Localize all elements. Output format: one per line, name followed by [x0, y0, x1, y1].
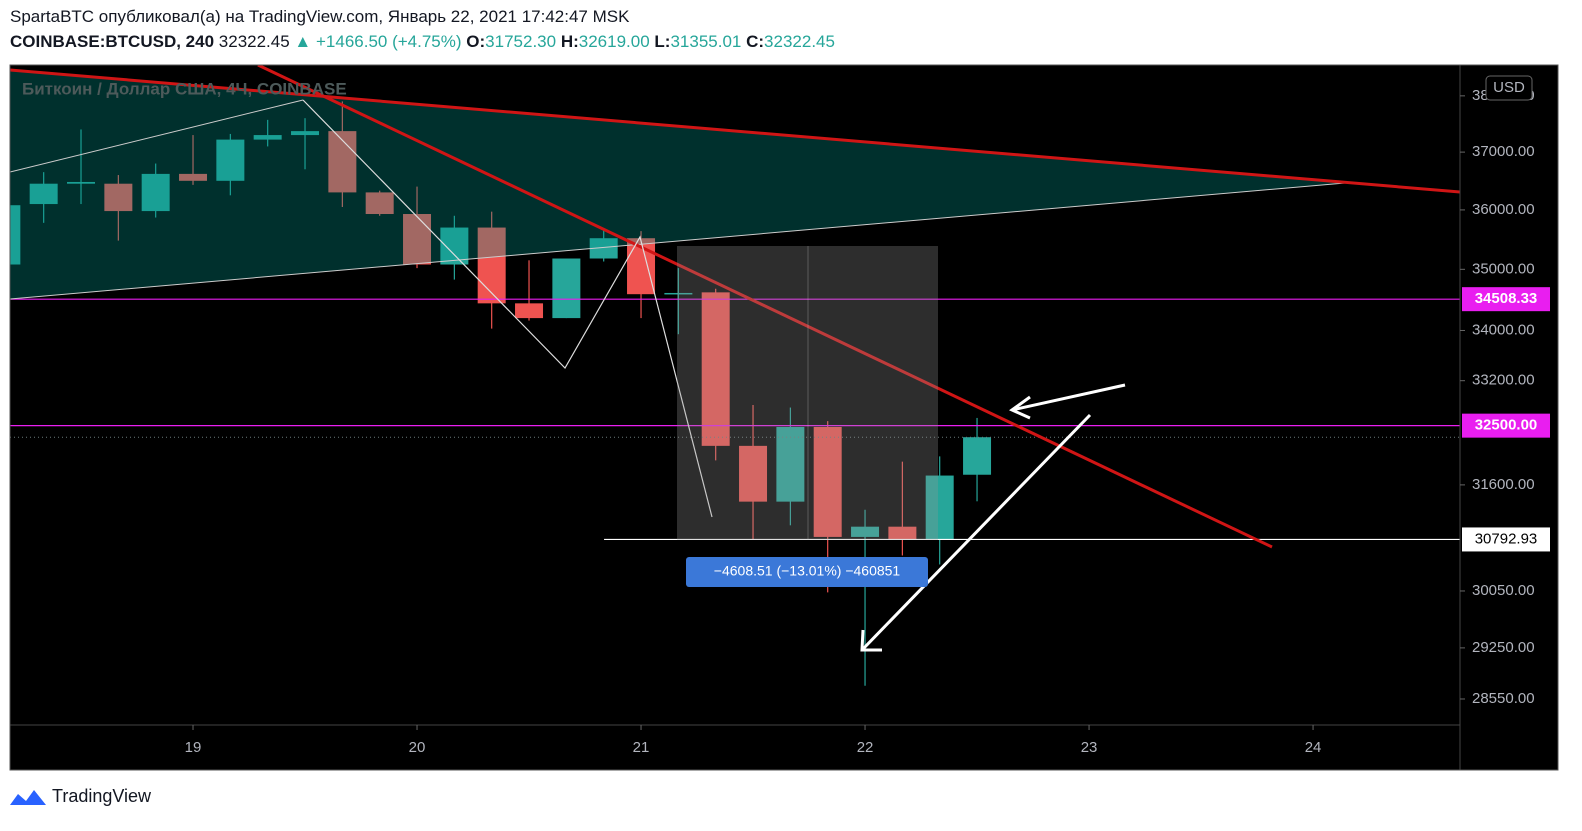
arrow: [1011, 383, 1126, 412]
price-tag-label: 30792.93: [1475, 530, 1538, 547]
candle-body: [216, 139, 245, 181]
ohlc-key: L:: [654, 32, 671, 51]
candle-body: [739, 445, 768, 502]
trend-line: [257, 65, 1273, 549]
currency: USD: [1493, 79, 1525, 96]
candle-body: [365, 192, 394, 215]
candle-body: [29, 183, 58, 205]
y-tick-label: 34000.00: [1472, 321, 1535, 338]
x-tick-label: 24: [1305, 739, 1322, 756]
candle-body: [403, 214, 432, 265]
candle-body: [925, 475, 954, 540]
candle-body: [552, 258, 581, 319]
y-tick-label: 29250.00: [1472, 639, 1535, 656]
x-tick-label: 21: [633, 739, 650, 756]
up-icon: ▲: [294, 32, 312, 51]
logo-shape: [10, 790, 46, 805]
x-tick-label: 22: [857, 739, 874, 756]
candle-body: [888, 526, 917, 540]
publisher-line: SpartaBTC опубликовал(а) на TradingView.…: [10, 7, 630, 26]
ohlc-key: C:: [746, 32, 765, 51]
x-tick-label: 20: [409, 739, 426, 756]
candle-body: [141, 173, 170, 212]
candle-body: [589, 238, 618, 259]
logo: [10, 790, 46, 805]
zigzag: [302, 99, 713, 518]
candle-body: [10, 205, 21, 265]
candle-body: [477, 227, 506, 304]
symbol-line: COINBASE:BTCUSD, 240 32322.45 ▲ +1466.50…: [10, 32, 835, 52]
arrow: [860, 413, 1092, 652]
candle-body: [291, 131, 320, 136]
measure-label: −4608.51 (−13.01%) −460851: [714, 563, 901, 579]
trend-line: [10, 182, 1346, 300]
ohlc-key: H:: [560, 32, 579, 51]
arrow-head: [860, 629, 882, 652]
candle-body: [253, 135, 282, 140]
measure-box: [677, 246, 938, 540]
x-tick-label: 19: [185, 739, 202, 756]
candle-body: [440, 227, 469, 265]
y-tick-label: 35000.00: [1472, 260, 1535, 277]
chart-title: Биткоин / Доллар США, 4Ч, COINBASE: [22, 79, 347, 98]
candle-body: [963, 437, 992, 475]
price-tag: [1462, 287, 1550, 312]
candle-body: [104, 183, 133, 212]
trend-line: [10, 99, 304, 173]
candle-body: [664, 292, 693, 295]
candle-body: [627, 238, 656, 295]
candle-body: [515, 303, 544, 319]
candle-body: [851, 526, 880, 537]
x-tick-label: 23: [1081, 739, 1098, 756]
candle-body: [701, 292, 730, 446]
candle-body: [328, 131, 357, 193]
price-tag-label: 34508.33: [1475, 290, 1538, 307]
change: +1466.50 (+4.75%): [315, 32, 462, 51]
arrow-head: [1009, 395, 1031, 420]
ohlc-key: O:: [466, 32, 486, 51]
currency-badge: [1485, 75, 1533, 101]
measure-label-box: [686, 557, 928, 587]
price-tag-label: 32500.00: [1475, 417, 1538, 434]
y-tick-label: 38000.00: [1472, 87, 1535, 104]
y-tick-label: 33200.00: [1472, 372, 1535, 389]
brand: TradingView: [52, 786, 152, 806]
candle-body: [67, 181, 96, 184]
triangle-pattern: [10, 70, 1345, 299]
candle-body: [179, 173, 208, 181]
y-tick-label: 28550.00: [1472, 690, 1535, 707]
ohlc-value: 32322.45: [764, 32, 835, 51]
y-tick-label: 30050.00: [1472, 582, 1535, 599]
chart-background: [10, 65, 1558, 770]
candle-body: [813, 426, 842, 537]
y-tick-label: 31600.00: [1472, 476, 1535, 493]
chart-frame: [9, 64, 1559, 771]
candle-body: [776, 426, 805, 502]
y-tick-label: 36000.00: [1472, 201, 1535, 218]
ohlc-value: 31752.30: [485, 32, 557, 51]
symbol: COINBASE:BTCUSD, 240: [10, 32, 215, 51]
last-price: 32322.45: [218, 32, 290, 51]
price-tag: [1462, 413, 1550, 438]
y-tick-label: 37000.00: [1472, 143, 1535, 160]
ohlc-value: 32619.00: [578, 32, 650, 51]
price-tag: [1462, 527, 1550, 552]
trend-line: [10, 68, 1460, 194]
ohlc-value: 31355.01: [670, 32, 742, 51]
